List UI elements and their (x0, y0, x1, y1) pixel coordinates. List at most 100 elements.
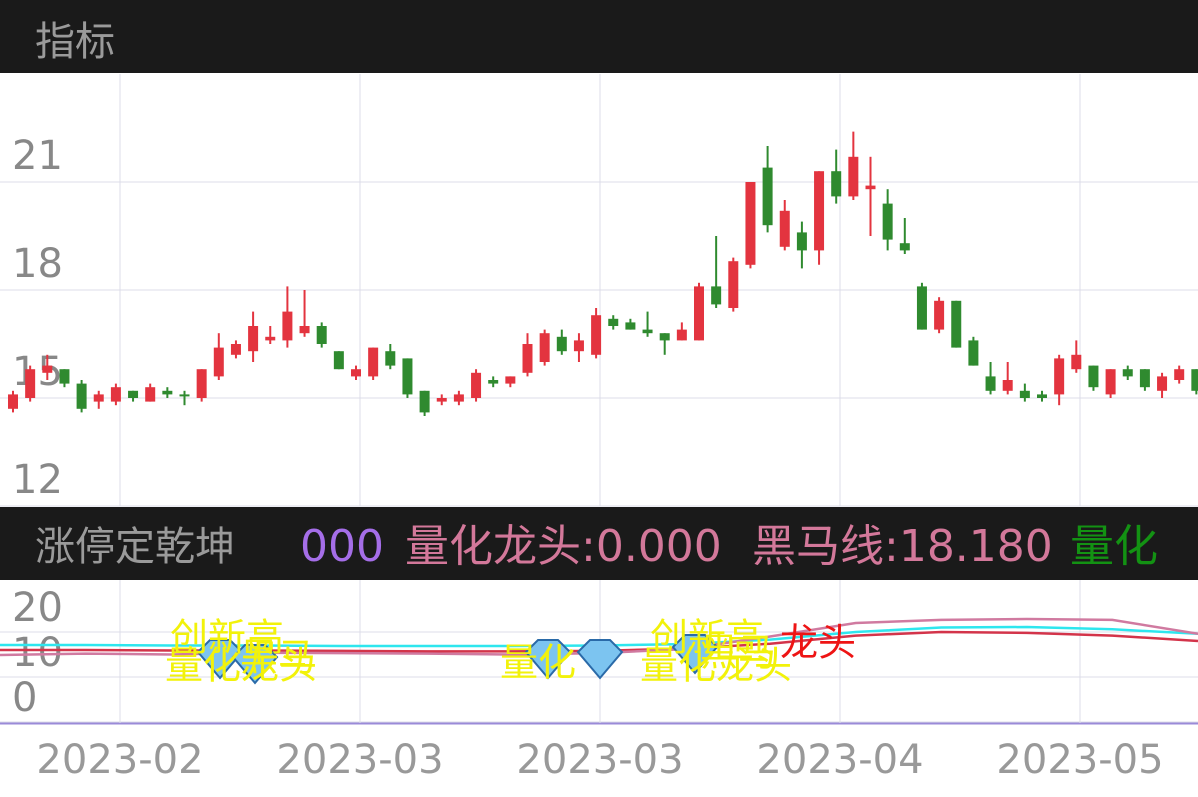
y-tick-label: 21 (12, 133, 63, 179)
candle-body (1105, 369, 1116, 395)
candle-body (694, 286, 704, 341)
candle-body (951, 300, 962, 348)
candle-body (1122, 369, 1133, 377)
candle-body (128, 390, 139, 398)
signal-label: 量化龙头 (165, 644, 317, 688)
candle-body (762, 167, 773, 226)
candle-body (711, 286, 722, 305)
indicator-value: 量化龙头:0.000 (405, 521, 722, 572)
candle-body (110, 387, 121, 402)
x-tick-label: 2023-05 (996, 737, 1163, 783)
candle-body (848, 156, 859, 197)
indicator-value: 000 (300, 521, 384, 572)
diamond-icon (671, 634, 719, 675)
candle-body (1019, 390, 1030, 398)
candle-body (453, 394, 464, 402)
candle-body (299, 326, 310, 334)
candle-body (76, 383, 87, 409)
candle-body (471, 372, 482, 398)
candle-body (899, 243, 910, 251)
candle-body (402, 358, 413, 395)
candle-body (539, 333, 550, 362)
y-tick-label: 0 (12, 675, 37, 721)
candle-body (1139, 369, 1150, 388)
y-tick-label: 15 (12, 349, 63, 395)
candle-body (676, 329, 687, 341)
candle-body (779, 210, 790, 247)
candle-body (265, 336, 276, 341)
candle-body (745, 182, 756, 265)
candle-body (573, 340, 584, 352)
candle-body (985, 376, 996, 391)
candle-body (522, 344, 533, 373)
candle-body (1071, 354, 1082, 370)
y-tick-label: 20 (12, 585, 63, 631)
candle-body (213, 347, 224, 377)
candle-body (93, 394, 104, 402)
candle-body (351, 369, 361, 377)
indicator-value: 黑马线:18.180 (752, 521, 1053, 572)
candle-body (556, 336, 567, 352)
signal-label: 创新高 (170, 616, 284, 660)
candle-body (659, 333, 670, 341)
y-tick-label: 18 (12, 241, 63, 287)
signal-label: 量化龙头 (640, 644, 792, 688)
indicator-title: 涨停定乾坤 (35, 524, 235, 570)
x-tick-label: 2023-03 (516, 737, 683, 783)
candle-body (831, 171, 842, 197)
indicator-value: 量化 (1070, 521, 1158, 572)
signal-label: 创新高 (650, 616, 764, 660)
diamond-icon (231, 644, 279, 685)
candle-body (591, 315, 602, 355)
x-tick-label: 2023-03 (276, 737, 443, 783)
indicator-bar (0, 507, 1198, 580)
candle-body (1191, 369, 1198, 391)
candle-body (934, 300, 945, 330)
candle-body (625, 322, 636, 330)
candle-body (882, 203, 893, 240)
candle-body (316, 326, 327, 344)
candle-body (1174, 369, 1185, 380)
candle-body (59, 369, 70, 384)
candle-body (162, 390, 173, 395)
x-tick-label: 2023-02 (36, 737, 203, 783)
candle-body (1088, 365, 1099, 388)
candle-body (968, 340, 979, 366)
candle-body (1002, 380, 1013, 391)
y-tick-label: 12 (12, 457, 63, 503)
signal-label: 黑马 (700, 631, 776, 675)
candle-body (385, 351, 396, 366)
candle-body (248, 326, 259, 352)
diamond-icon (576, 639, 624, 680)
candle-body (196, 369, 207, 398)
candle-body (8, 394, 18, 409)
candle-body (419, 390, 430, 413)
diamond-icon (196, 639, 244, 680)
header-bar (0, 0, 1198, 73)
candle-body (865, 185, 876, 190)
signal-label: 龙头 (780, 621, 856, 665)
candle-body (608, 318, 619, 326)
signal-label: 黑马 (240, 636, 316, 680)
candle-body (436, 398, 447, 402)
diamond-icon (524, 639, 572, 680)
candle-body (488, 380, 499, 384)
header-title: 指标 (35, 19, 115, 65)
candle-body (1157, 376, 1168, 391)
signal-label: 量化 (500, 641, 576, 685)
candle-body (505, 376, 516, 384)
candle-body (282, 311, 293, 341)
candle-body (916, 286, 927, 330)
candle-body (1054, 358, 1065, 395)
candle-body (25, 369, 36, 398)
candle-body (1037, 394, 1047, 398)
candle-body (814, 171, 825, 251)
candle-body (368, 347, 379, 377)
candle-body (230, 344, 241, 355)
candle-body (642, 329, 653, 334)
candle-body (333, 351, 344, 370)
x-tick-label: 2023-04 (756, 737, 923, 783)
candle-body (796, 232, 807, 251)
candle-body (42, 365, 53, 373)
